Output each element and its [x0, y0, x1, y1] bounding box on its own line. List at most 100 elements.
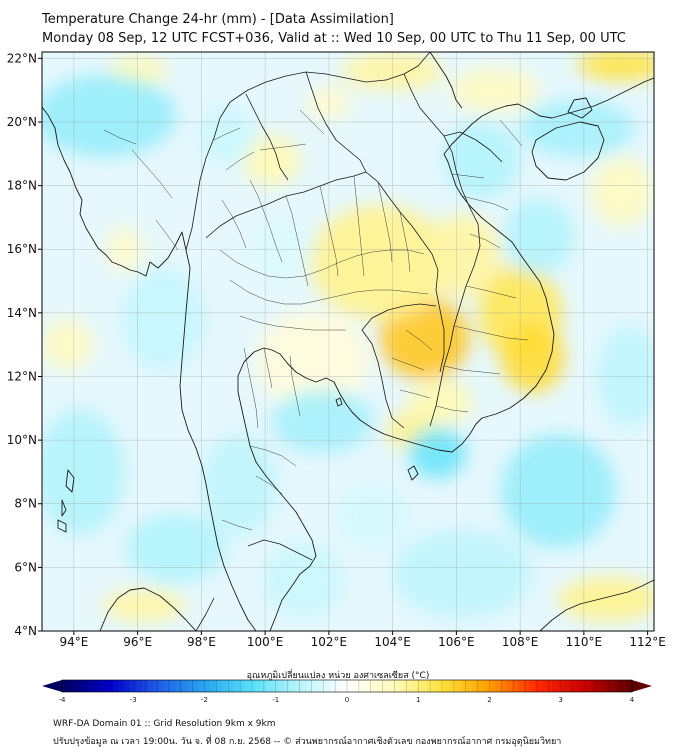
- colorbar-segment: [415, 680, 422, 692]
- colorbar-segment: [113, 680, 120, 692]
- colorbar-segment: [575, 680, 582, 692]
- colorbar-segment: [603, 680, 610, 692]
- colorbar-segment: [233, 680, 240, 692]
- lat-tick-label: 20°N: [7, 115, 37, 129]
- colorbar-segment: [119, 680, 126, 692]
- colorbar-segment: [90, 680, 97, 692]
- colorbar-segment: [329, 680, 336, 692]
- colorbar-segment: [443, 680, 450, 692]
- lat-tick-label: 4°N: [14, 624, 37, 638]
- colorbar-segment: [364, 680, 371, 692]
- graticule: [42, 52, 654, 631]
- colorbar-segment: [84, 680, 91, 692]
- colorbar-segment: [626, 680, 633, 692]
- island-hainan: [531, 121, 605, 181]
- field-patch: [271, 389, 374, 453]
- colorbar-segment: [153, 680, 160, 692]
- colorbar: -4 -3 -2 -1 0 1 2 3 4: [42, 679, 652, 704]
- colorbar-segment: [426, 680, 433, 692]
- colorbar-segment: [614, 680, 621, 692]
- colorbar-segment: [597, 680, 604, 692]
- colorbar-segment: [540, 680, 547, 692]
- colorbar-segment: [375, 680, 382, 692]
- field-patch: [335, 484, 412, 549]
- footer-model-info: WRF-DA Domain 01 :: Grid Resolution 9km …: [53, 719, 276, 729]
- colorbar-segment: [244, 680, 251, 692]
- field-patch: [424, 214, 501, 297]
- colorbar-segment: [409, 680, 416, 692]
- colorbar-segment: [124, 680, 131, 692]
- colorbar-segment: [324, 680, 331, 692]
- colorbar-segment: [472, 680, 479, 692]
- axis-ticks: 94°E 96°E 98°E 100°E 102°E 104°E 106°E 108°E 110…: [7, 51, 666, 649]
- colorbar-segment: [489, 680, 496, 692]
- field-patch: [255, 309, 371, 412]
- field-patch: [124, 513, 227, 584]
- colorbar-tick-label: -4: [59, 696, 67, 704]
- lat-tick-label: 16°N: [7, 242, 37, 256]
- colorbar-segment: [512, 680, 519, 692]
- lat-tick-label: 10°N: [7, 433, 37, 447]
- field-patch: [392, 529, 533, 619]
- lat-tick-label: 22°N: [7, 51, 37, 65]
- colorbar-segment: [136, 680, 143, 692]
- field-patch: [558, 576, 654, 622]
- colorbar-segment: [193, 680, 200, 692]
- colorbar-segment: [62, 680, 69, 692]
- colorbar-segment: [335, 680, 342, 692]
- colorbar-segment: [221, 680, 228, 692]
- colorbar-segment: [580, 680, 587, 692]
- field-patch: [450, 67, 540, 113]
- lat-tick-label: 12°N: [7, 369, 37, 383]
- colorbar-segment: [318, 680, 325, 692]
- colorbar-segment: [107, 680, 114, 692]
- colorbar-segment: [358, 680, 365, 692]
- colorbar-segment: [552, 680, 559, 692]
- colorbar-label: อุณหภูมิเปลี่ยนแปลง หน่วย องศาเซลเซียส (…: [246, 671, 430, 681]
- colorbar-segment: [284, 680, 291, 692]
- lat-tick-label: 8°N: [14, 497, 37, 511]
- colorbar-segment: [398, 680, 405, 692]
- colorbar-segment: [272, 680, 279, 692]
- colorbar-segment: [164, 680, 171, 692]
- colorbar-segment: [141, 680, 148, 692]
- colorbar-segment: [96, 680, 103, 692]
- lon-tick-label: 100°E: [247, 635, 284, 649]
- colorbar-segment: [592, 680, 599, 692]
- colorbar-segment: [620, 680, 627, 692]
- colorbar-segment: [466, 680, 473, 692]
- colorbar-segment: [255, 680, 262, 692]
- lon-tick-label: 102°E: [311, 635, 348, 649]
- colorbar-segment: [295, 680, 302, 692]
- colorbar-segment: [73, 680, 80, 692]
- colorbar-tick-label: 3: [559, 696, 563, 704]
- field-patch: [577, 52, 654, 81]
- field-patch: [501, 433, 616, 549]
- field-patch: [504, 198, 575, 275]
- field-patch: [443, 121, 521, 199]
- colorbar-segment: [227, 680, 234, 692]
- temperature-field: [42, 52, 654, 631]
- colorbar-segment: [518, 680, 525, 692]
- colorbar-tick-label: 4: [630, 696, 635, 704]
- field-patch: [42, 74, 176, 157]
- colorbar-tick-label: -2: [201, 696, 208, 704]
- colorbar-tick-label: 1: [416, 696, 420, 704]
- colorbar-segment: [215, 680, 222, 692]
- map-frame: [41, 51, 655, 632]
- colorbar-segment: [67, 680, 74, 692]
- colorbar-segment: [535, 680, 542, 692]
- colorbar-segment: [187, 680, 194, 692]
- colorbar-segment: [506, 680, 513, 692]
- coastline-sumatra: [99, 587, 197, 631]
- colorbar-segment: [529, 680, 536, 692]
- province-borders: [103, 109, 529, 531]
- field-patch: [520, 99, 635, 157]
- colorbar-segment: [546, 680, 553, 692]
- colorbar-segment: [290, 680, 297, 692]
- colorbar-segment: [198, 680, 205, 692]
- lon-tick-label: 110°E: [566, 635, 603, 649]
- colorbar-segment: [404, 680, 411, 692]
- colorbar-segment: [210, 680, 217, 692]
- colorbar-segment: [301, 680, 308, 692]
